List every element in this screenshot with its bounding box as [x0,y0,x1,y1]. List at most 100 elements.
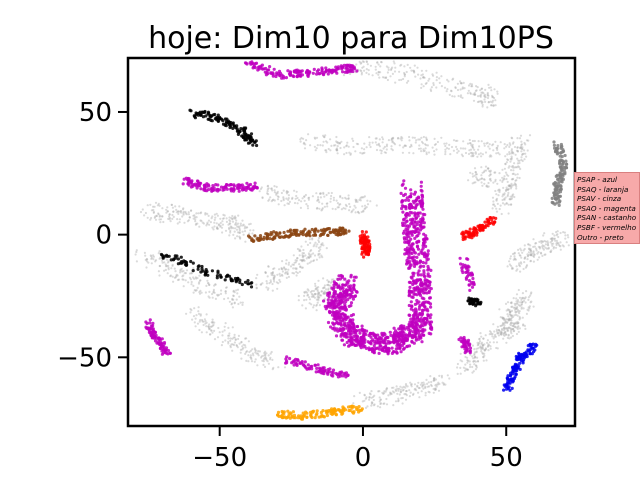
background-point [496,182,499,185]
background-point [211,320,214,323]
background-point [237,337,240,341]
background-point [509,330,512,333]
series-point [326,320,331,325]
background-point [521,292,525,295]
background-point [327,288,330,291]
chart-title: hoje: Dim10 para Dim10PS [148,21,554,56]
series-point [561,162,565,166]
background-point [474,151,477,154]
background-point [263,357,266,360]
series-point [349,340,354,344]
background-point [318,201,321,204]
background-point [516,137,519,140]
background-point [210,321,213,324]
background-point [312,304,316,307]
background-point [249,349,252,352]
background-point [471,139,474,143]
series-point [357,328,361,332]
background-point [444,144,447,148]
background-point [487,167,490,170]
series-point [348,287,352,291]
background-point [417,73,420,76]
background-point [326,205,329,208]
background-point [228,216,231,219]
background-point [272,277,275,280]
background-point [496,347,499,350]
series-point [342,334,346,338]
background-point [505,177,508,181]
series-point [421,212,425,216]
background-point [300,245,303,248]
background-point [252,354,255,357]
background-point [198,292,202,295]
background-point [257,350,260,353]
background-point [412,152,415,155]
background-point [510,309,514,312]
background-point [441,381,444,384]
series-point [151,321,155,325]
background-point [316,199,319,202]
background-point [482,337,485,340]
background-point [513,162,516,165]
background-point [239,224,242,227]
series-point [428,316,432,320]
background-point [298,248,301,251]
series-point [421,225,425,229]
background-point [415,389,418,392]
background-point [397,387,401,390]
background-point [514,166,518,169]
background-point [383,390,386,393]
background-point [176,278,180,282]
background-point [493,335,496,338]
background-point [236,292,239,295]
background-point [361,205,364,208]
background-point [198,281,201,284]
background-point [250,356,253,359]
background-point [154,201,158,204]
background-point [527,298,530,301]
background-point [363,148,366,151]
legend-entry: PSAO - magenta [577,203,636,213]
background-point [465,368,468,371]
series-point [518,354,522,358]
series-point [286,409,290,413]
background-point [516,302,519,305]
series-point [281,415,285,419]
series-point [380,331,384,335]
background-point [518,296,522,299]
background-point [482,92,485,95]
background-point [487,94,490,97]
background-point [305,257,308,260]
background-point [309,250,312,253]
background-point [150,209,153,212]
background-point [483,98,486,101]
background-point [480,341,484,344]
background-point [306,262,309,265]
background-point [168,218,171,221]
background-point [506,195,509,198]
series-point [415,319,419,323]
background-point [558,244,561,247]
background-point [224,322,227,325]
background-point [515,302,518,305]
background-point [503,317,506,320]
background-point [287,268,290,271]
background-point [241,345,244,348]
background-point [486,167,489,170]
background-point [325,247,328,250]
background-point [194,289,197,292]
background-point [387,139,390,142]
background-point [459,147,462,150]
background-point [405,390,408,393]
background-point [301,252,304,255]
background-point [434,378,438,381]
background-point [474,93,477,96]
background-point [157,202,160,205]
background-point [453,95,456,98]
series-point [325,413,329,418]
background-point [504,331,507,334]
background-point [199,219,202,222]
legend-entry: PSBF - vermelho [577,222,637,232]
background-point [532,245,535,248]
background-point [309,241,312,245]
